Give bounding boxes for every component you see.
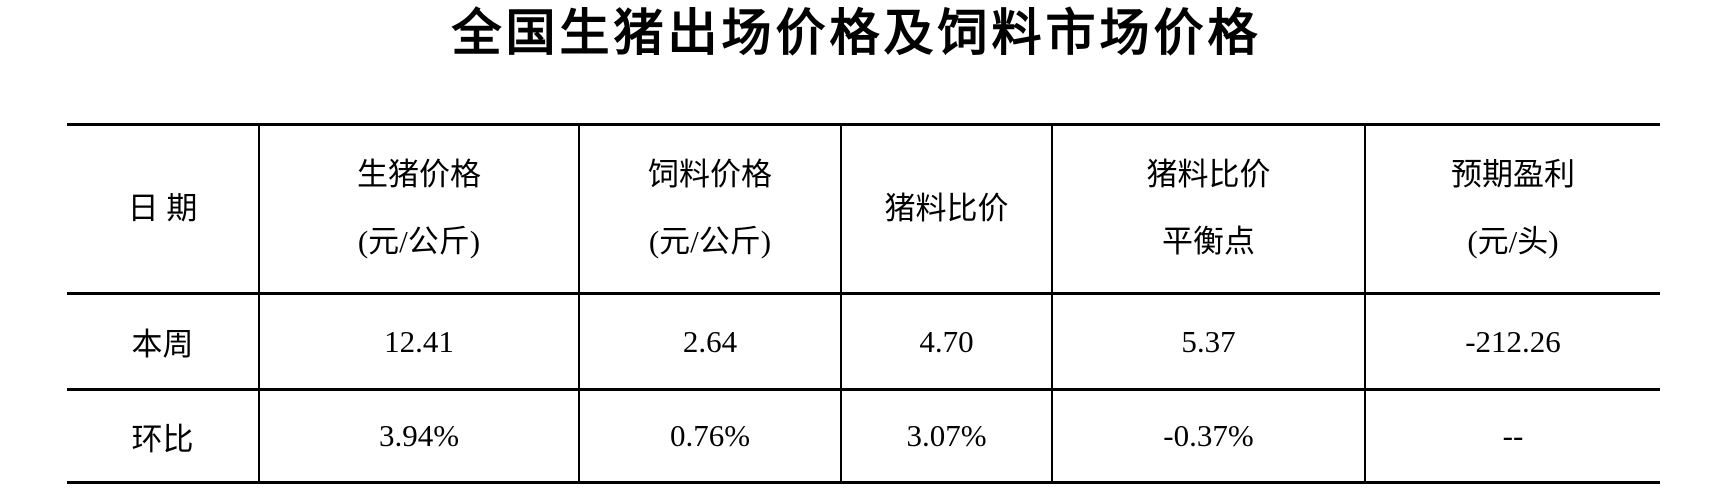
header-label: 生猪价格 — [357, 157, 481, 193]
cell-pig-price: 12.41 — [258, 293, 579, 390]
cell-expected-profit: -- — [1364, 389, 1660, 483]
page-title: 全国生猪出场价格及饲料市场价格 — [451, 5, 1262, 61]
header-label: 猪料比价 — [1146, 157, 1271, 193]
price-table: 日 期 生猪价格 (元/公斤) 饲料价格 (元/公斤) 猪料比价 猪料比价 平衡… — [67, 123, 1660, 484]
cell-ratio-balance-point: 5.37 — [1051, 293, 1365, 390]
cell-pig-feed-ratio: 3.07% — [840, 389, 1052, 483]
row-label: 环比 — [67, 389, 259, 483]
header-unit: (元/头) — [1467, 224, 1559, 259]
cell-ratio-balance-point: -0.37% — [1051, 389, 1365, 483]
cell-pig-price: 3.94% — [258, 389, 579, 483]
header-unit: (元/公斤) — [357, 224, 481, 259]
cell-expected-profit: -212.26 — [1364, 293, 1660, 390]
header-label: 日 期 — [127, 190, 198, 226]
table-row-week-on-week: 环比 3.94% 0.76% 3.07% -0.37% -- — [67, 389, 1660, 483]
header-cell-pig-price: 生猪价格 (元/公斤) — [258, 124, 579, 294]
cell-feed-price: 0.76% — [578, 389, 841, 483]
cell-feed-price: 2.64 — [578, 293, 841, 390]
header-cell-pig-feed-ratio: 猪料比价 — [840, 124, 1052, 294]
header-unit: (元/公斤) — [648, 224, 772, 259]
header-label: 饲料价格 — [648, 157, 772, 193]
header-label: 预期盈利 — [1451, 157, 1575, 193]
header-label: 猪料比价 — [884, 190, 1009, 226]
cell-pig-feed-ratio: 4.70 — [840, 293, 1052, 390]
header-cell-feed-price: 饲料价格 (元/公斤) — [578, 124, 841, 294]
table-header-row: 日 期 生猪价格 (元/公斤) 饲料价格 (元/公斤) 猪料比价 猪料比价 平衡… — [67, 124, 1660, 294]
header-label: 平衡点 — [1162, 224, 1255, 259]
header-cell-expected-profit: 预期盈利 (元/头) — [1364, 124, 1660, 294]
table-row-this-week: 本周 12.41 2.64 4.70 5.37 -212.26 — [67, 293, 1660, 390]
header-cell-ratio-balance-point: 猪料比价 平衡点 — [1051, 124, 1365, 294]
header-cell-date: 日 期 — [67, 124, 259, 294]
row-label: 本周 — [67, 293, 259, 390]
